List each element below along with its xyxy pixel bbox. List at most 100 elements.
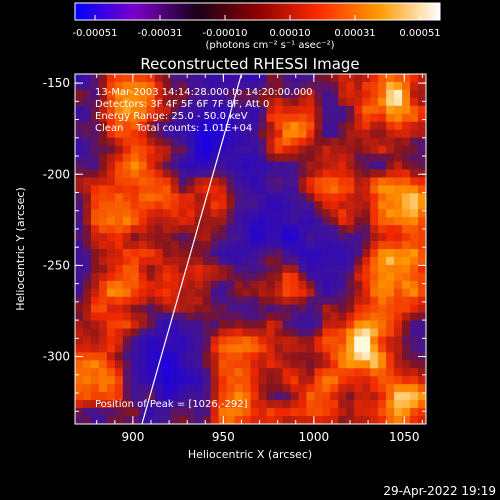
- heatmap-cell: [114, 400, 124, 409]
- heatmap-cell: [338, 288, 347, 298]
- heatmap-cell: [75, 360, 84, 369]
- heatmap-cell: [98, 225, 108, 234]
- heatmap-cell: [162, 328, 172, 338]
- heatmap-cell: [106, 97, 116, 107]
- heatmap-cell: [330, 113, 339, 123]
- heatmap-cell: [250, 145, 260, 155]
- heatmap-cell: [162, 336, 172, 346]
- heatmap-cell: [186, 296, 196, 306]
- heatmap-cell: [138, 384, 148, 393]
- heatmap-cell: [354, 408, 363, 417]
- heatmap-cell: [106, 392, 116, 401]
- heatmap-cell: [274, 304, 284, 314]
- heatmap-cell: [82, 360, 92, 369]
- heatmap-cell: [290, 256, 299, 266]
- heatmap-cell: [394, 113, 403, 123]
- heatmap-cell: [242, 121, 252, 131]
- heatmap-cell: [410, 225, 419, 234]
- heatmap-cell: [130, 384, 140, 393]
- heatmap-cell: [410, 105, 419, 115]
- heatmap-cell: [146, 169, 156, 178]
- heatmap-cell: [298, 256, 307, 266]
- heatmap-cell: [90, 376, 100, 385]
- heatmap-cell: [282, 185, 291, 194]
- heatmap-cell: [202, 185, 212, 194]
- heatmap-cell: [282, 233, 291, 242]
- heatmap-cell: [410, 384, 419, 393]
- heatmap-cell: [154, 217, 164, 226]
- heatmap-cell: [362, 177, 371, 186]
- heatmap-cell: [122, 177, 132, 186]
- heatmap-cell: [210, 129, 220, 139]
- heatmap-cell: [98, 360, 108, 369]
- heatmap-cell: [394, 312, 403, 322]
- heatmap-cell: [250, 320, 260, 330]
- heatmap-cell: [274, 201, 284, 210]
- heatmap-cell: [138, 288, 148, 298]
- heatmap-cell: [362, 368, 371, 377]
- heatmap-cell: [234, 217, 244, 226]
- heatmap-cell: [362, 264, 371, 274]
- heatmap-cell: [154, 384, 164, 393]
- heatmap-cell: [290, 296, 299, 306]
- heatmap-cell: [154, 280, 164, 290]
- heatmap-cell: [234, 400, 244, 409]
- heatmap-cell: [338, 121, 347, 131]
- heatmap-cell: [306, 129, 315, 139]
- heatmap-cell: [226, 113, 236, 123]
- heatmap-cell: [282, 193, 291, 202]
- heatmap-cell: [314, 113, 323, 123]
- heatmap-cell: [338, 400, 347, 409]
- heatmap-cell: [354, 217, 363, 226]
- heatmap-cell: [98, 256, 108, 266]
- heatmap-cell: [386, 145, 395, 155]
- heatmap-cell: [162, 392, 172, 401]
- heatmap-cell: [114, 320, 124, 330]
- heatmap-cell: [330, 217, 339, 226]
- heatmap-cell: [410, 233, 419, 242]
- heatmap-cell: [162, 153, 172, 163]
- heatmap-cell: [394, 145, 403, 155]
- heatmap-cell: [338, 312, 347, 322]
- heatmap-cell: [186, 193, 196, 202]
- heatmap-cell: [258, 153, 268, 163]
- heatmap-cell: [130, 312, 140, 322]
- heatmap-cell: [82, 225, 92, 234]
- heatmap-cell: [138, 209, 148, 218]
- heatmap-cell: [394, 400, 403, 409]
- heatmap-cell: [178, 161, 188, 171]
- heatmap-cell: [402, 121, 411, 131]
- heatmap-cell: [98, 264, 108, 274]
- heatmap-cell: [82, 217, 92, 226]
- heatmap-cell: [210, 312, 220, 322]
- heatmap-cell: [258, 360, 268, 369]
- heatmap-cell: [242, 296, 252, 306]
- heatmap-cell: [370, 360, 379, 369]
- heatmap-cell: [418, 105, 426, 115]
- heatmap-cell: [146, 288, 156, 298]
- heatmap-cell: [418, 336, 426, 346]
- heatmap-cell: [386, 272, 395, 282]
- heatmap-cell: [394, 177, 403, 186]
- heatmap-cell: [178, 249, 188, 258]
- heatmap-cell: [290, 368, 299, 377]
- heatmap-cell: [282, 113, 291, 123]
- heatmap-cell: [98, 177, 108, 186]
- heatmap-cell: [170, 81, 180, 91]
- heatmap-cell: [282, 225, 291, 234]
- heatmap-cell: [306, 169, 315, 178]
- heatmap-cell: [114, 169, 124, 178]
- heatmap-cell: [122, 304, 132, 314]
- heatmap-cell: [106, 193, 116, 202]
- heatmap-cell: [210, 408, 220, 417]
- heatmap-cell: [146, 81, 156, 91]
- heatmap-cell: [138, 392, 148, 401]
- heatmap-cell: [114, 368, 124, 377]
- heatmap-cell: [386, 233, 395, 242]
- heatmap-cell: [234, 74, 244, 83]
- heatmap-cell: [410, 352, 419, 361]
- heatmap-cell: [298, 74, 307, 83]
- heatmap-cell: [242, 408, 252, 417]
- heatmap-cell: [290, 344, 299, 353]
